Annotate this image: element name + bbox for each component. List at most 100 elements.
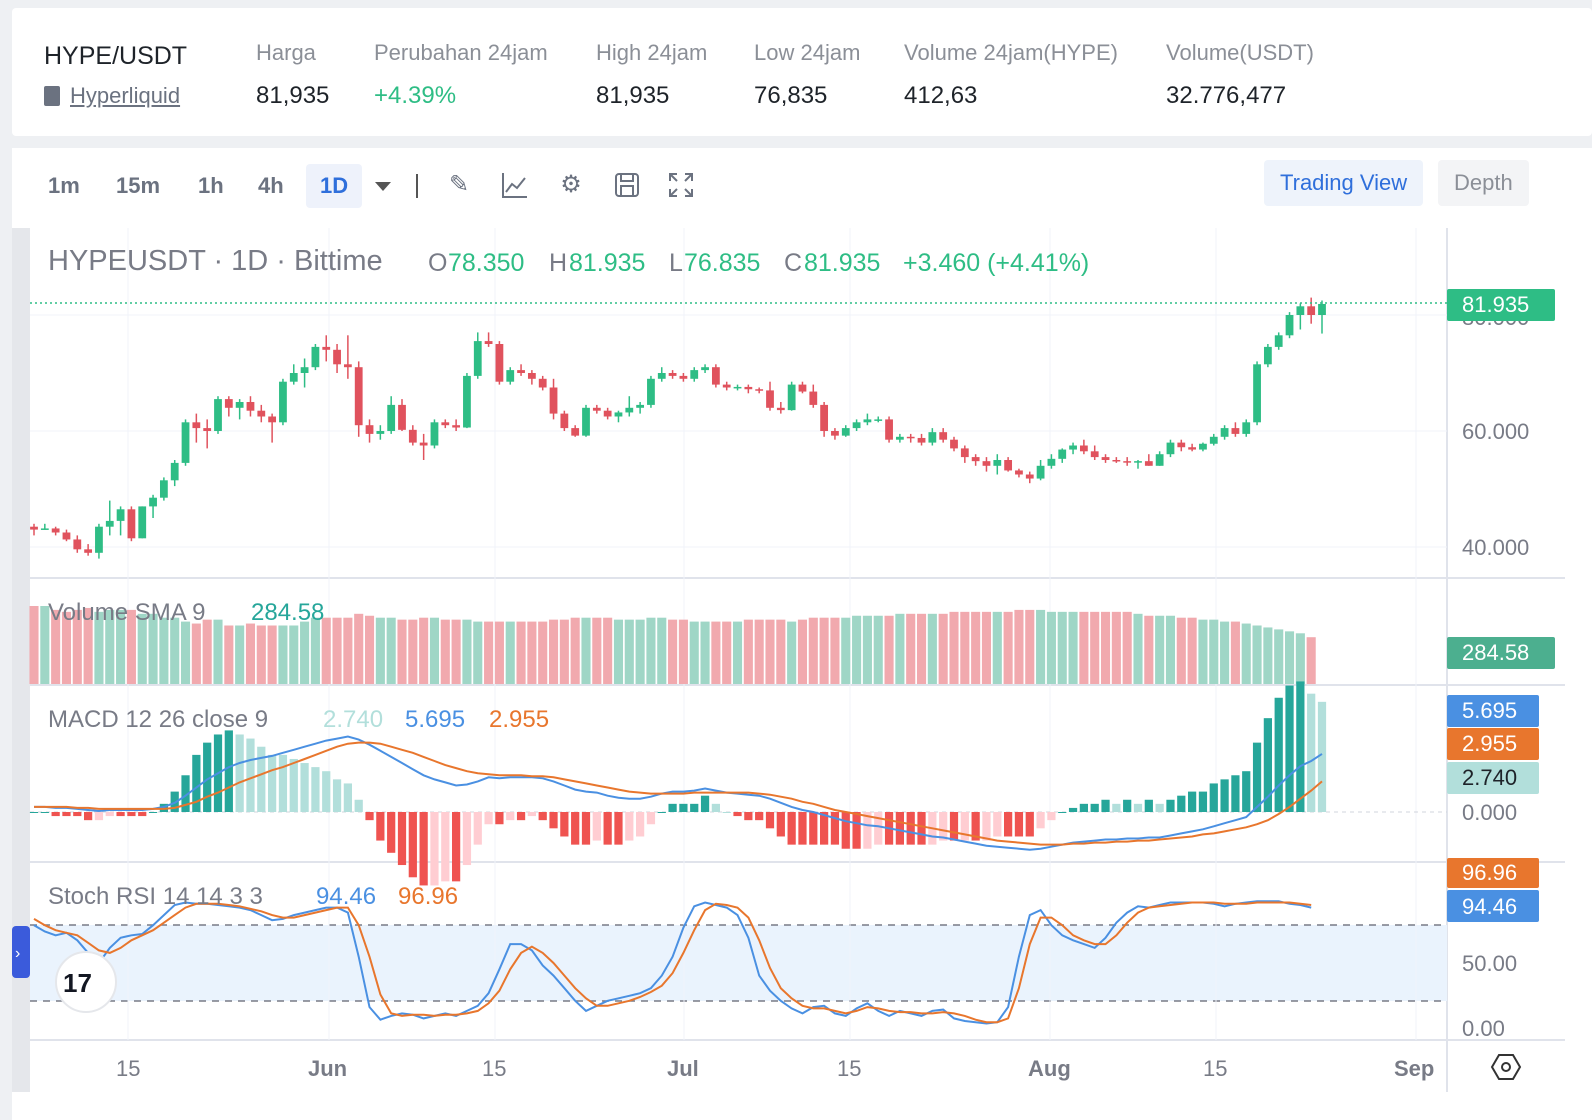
candle-body (1004, 460, 1013, 471)
volume-bar (981, 611, 992, 684)
macd-hist-bar (1209, 783, 1218, 812)
volume-bar (1122, 611, 1132, 684)
volume-legend-value: 284.58 (251, 599, 324, 626)
volume-bar (603, 617, 613, 684)
stat-label: Low 24jam (754, 40, 861, 65)
save-icon[interactable] (612, 170, 642, 200)
candle-body (636, 404, 645, 408)
macd-hist-bar (560, 812, 569, 837)
candle-body (560, 413, 569, 429)
volume-bar (938, 613, 948, 684)
candle-body (149, 497, 157, 507)
stoch-tick: 0.00 (1462, 1016, 1505, 1041)
macd-hist-bar (603, 812, 612, 845)
volume-bar (960, 611, 970, 684)
candle-body (354, 367, 363, 426)
timeframe-1h[interactable]: 1h (198, 173, 224, 198)
volume-bar (213, 619, 223, 684)
candle-body (84, 549, 93, 553)
candle-body (408, 429, 417, 443)
macd-hist-bar (51, 812, 60, 817)
timeframe-4h[interactable]: 4h (258, 173, 284, 198)
candle-body (625, 407, 634, 413)
candle-body (711, 367, 720, 385)
volume-bar (559, 619, 569, 684)
pencil-icon[interactable]: ✎ (448, 171, 470, 198)
timeframe-1m[interactable]: 1m (48, 173, 80, 198)
time-tick: 15 (482, 1056, 506, 1081)
exchange-link-row[interactable]: Hyperliquid (44, 83, 187, 109)
stat-value: 81,935 (596, 82, 670, 109)
candle-body (1231, 428, 1240, 434)
trading-view-button[interactable]: Trading View (1264, 160, 1424, 206)
macd-hist-bar (1155, 803, 1164, 812)
volume-bar (646, 617, 656, 684)
depth-button[interactable]: Depth (1438, 160, 1529, 206)
time-tick: 15 (1203, 1056, 1227, 1081)
macd-hist-bar (495, 812, 504, 825)
candle-body (679, 375, 688, 379)
candle-body (841, 428, 850, 436)
candle-body (430, 422, 439, 446)
volume-bar (797, 619, 808, 684)
macd-hist-bar (863, 812, 872, 849)
macd-hist-bar (527, 812, 536, 817)
candle-body (960, 448, 969, 458)
macd-hist-bar (982, 812, 991, 841)
macd-hist-bar (917, 812, 926, 845)
toolbar-divider (416, 174, 418, 198)
candle-body (538, 378, 547, 388)
macd-hist-bar (311, 767, 320, 812)
candle-body (105, 520, 114, 527)
candle-body (982, 461, 991, 466)
exchange-link[interactable]: Hyperliquid (70, 83, 181, 108)
sidebar-toggle-button[interactable]: › (12, 926, 30, 978)
stat-value: +4.39% (374, 82, 457, 109)
candle-body (787, 384, 796, 411)
macd-hist-bar (690, 803, 699, 812)
candle-body (517, 370, 525, 373)
volume-bar (245, 623, 256, 684)
volume-bar (538, 621, 548, 684)
timeframe-1d[interactable]: 1D (306, 164, 363, 208)
macd-hist-bar (506, 812, 515, 821)
axis-settings-icon[interactable] (1490, 1054, 1522, 1080)
stat-change: Perubahan 24jam +4.39% (374, 40, 548, 110)
candle-body (192, 422, 201, 429)
volume-bar (1209, 619, 1219, 684)
stoch-k-tag-text: 94.46 (1462, 894, 1517, 919)
macd-hist-bar (105, 812, 114, 817)
volume-bar (116, 609, 126, 684)
volume-bar (668, 619, 678, 684)
stoch-band (30, 925, 1447, 1001)
gear-icon[interactable]: ⚙ (560, 171, 582, 198)
macd-hist-bar (484, 812, 493, 825)
volume-bar (895, 613, 905, 684)
macd-hist-bar (1014, 812, 1024, 837)
macd-hist-bar (73, 812, 82, 817)
macd-hist-bar (614, 812, 623, 845)
volume-bar (657, 617, 667, 684)
candle-body (1025, 474, 1034, 479)
candle-body (690, 370, 699, 379)
volume-bar (484, 621, 494, 684)
line-chart-icon[interactable] (500, 170, 530, 200)
macd-hist-bar (365, 812, 374, 821)
timeframe-15m[interactable]: 15m (116, 173, 161, 198)
volume-bar (949, 611, 959, 684)
macd-hist-bar (224, 730, 233, 812)
volume-bar (1187, 617, 1197, 684)
candle-body (1101, 457, 1110, 460)
volume-bar (375, 617, 385, 684)
macd-hist-bar (257, 746, 266, 812)
macd-hist-bar (722, 812, 731, 813)
volume-bar (1284, 631, 1295, 684)
timeframe-dropdown-icon[interactable] (375, 182, 391, 191)
macd-hist-bar (1252, 742, 1262, 812)
volume-bar (1057, 611, 1067, 684)
book-icon (44, 86, 60, 106)
volume-bar (1198, 619, 1208, 684)
fullscreen-icon[interactable] (666, 170, 696, 200)
volume-bar (516, 621, 526, 684)
